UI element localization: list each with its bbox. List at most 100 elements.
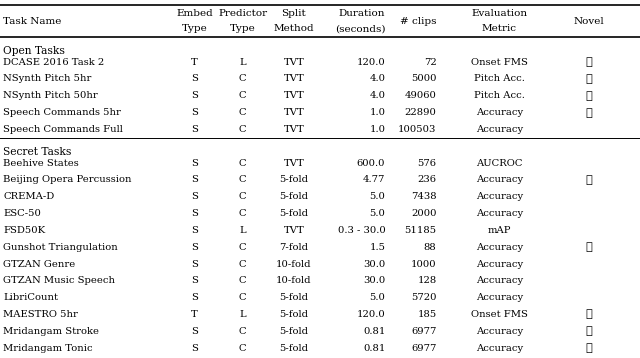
Text: Accuracy: Accuracy	[476, 108, 523, 117]
Text: Embed: Embed	[176, 9, 213, 18]
Text: Onset FMS: Onset FMS	[471, 310, 527, 319]
Text: S: S	[191, 327, 198, 336]
Text: S: S	[191, 175, 198, 184]
Text: Gunshot Triangulation: Gunshot Triangulation	[3, 243, 118, 252]
Text: C: C	[239, 159, 246, 168]
Text: LibriCount: LibriCount	[3, 293, 58, 302]
Text: Beehive States: Beehive States	[3, 159, 79, 168]
Text: Evaluation: Evaluation	[471, 9, 527, 18]
Text: 2000: 2000	[411, 209, 436, 218]
Text: C: C	[239, 243, 246, 252]
Text: L: L	[239, 58, 246, 67]
Text: Type: Type	[182, 24, 207, 34]
Text: S: S	[191, 108, 198, 117]
Text: MAESTRO 5hr: MAESTRO 5hr	[3, 310, 78, 319]
Text: C: C	[239, 327, 246, 336]
Text: C: C	[239, 209, 246, 218]
Text: 6977: 6977	[411, 344, 436, 353]
Text: FSD50K: FSD50K	[3, 226, 45, 235]
Text: 5-fold: 5-fold	[279, 310, 308, 319]
Text: S: S	[191, 344, 198, 353]
Text: 6977: 6977	[411, 327, 436, 336]
Text: 600.0: 600.0	[356, 159, 385, 168]
Text: Speech Commands Full: Speech Commands Full	[3, 125, 123, 134]
Text: 120.0: 120.0	[356, 58, 385, 67]
Text: Speech Commands 5hr: Speech Commands 5hr	[3, 108, 121, 117]
Text: Split: Split	[282, 9, 306, 18]
Text: ESC-50: ESC-50	[3, 209, 41, 218]
Text: 0.81: 0.81	[363, 327, 385, 336]
Text: 100503: 100503	[398, 125, 436, 134]
Text: 88: 88	[424, 243, 436, 252]
Text: Accuracy: Accuracy	[476, 209, 523, 218]
Text: Novel: Novel	[573, 16, 604, 26]
Text: Duration: Duration	[339, 9, 385, 18]
Text: 4.77: 4.77	[363, 175, 385, 184]
Text: C: C	[239, 91, 246, 100]
Text: S: S	[191, 74, 198, 83]
Text: 1.0: 1.0	[369, 125, 385, 134]
Text: Accuracy: Accuracy	[476, 243, 523, 252]
Text: 236: 236	[417, 175, 436, 184]
Text: 5-fold: 5-fold	[279, 293, 308, 302]
Text: S: S	[191, 293, 198, 302]
Text: C: C	[239, 125, 246, 134]
Text: ✓: ✓	[586, 310, 592, 319]
Text: 120.0: 120.0	[356, 310, 385, 319]
Text: 30.0: 30.0	[363, 276, 385, 285]
Text: Accuracy: Accuracy	[476, 327, 523, 336]
Text: C: C	[239, 276, 246, 285]
Text: (seconds): (seconds)	[335, 24, 385, 34]
Text: Accuracy: Accuracy	[476, 175, 523, 184]
Text: DCASE 2016 Task 2: DCASE 2016 Task 2	[3, 58, 104, 67]
Text: Accuracy: Accuracy	[476, 125, 523, 134]
Text: NSynth Pitch 50hr: NSynth Pitch 50hr	[3, 91, 98, 100]
Text: S: S	[191, 276, 198, 285]
Text: 4.0: 4.0	[369, 74, 385, 83]
Text: CREMA-D: CREMA-D	[3, 192, 54, 201]
Text: NSynth Pitch 5hr: NSynth Pitch 5hr	[3, 74, 92, 83]
Text: 51185: 51185	[404, 226, 436, 235]
Text: 5-fold: 5-fold	[279, 327, 308, 336]
Text: TVT: TVT	[284, 226, 304, 235]
Text: 5-fold: 5-fold	[279, 209, 308, 218]
Text: S: S	[191, 91, 198, 100]
Text: Mridangam Tonic: Mridangam Tonic	[3, 344, 93, 353]
Text: S: S	[191, 159, 198, 168]
Text: 7438: 7438	[411, 192, 436, 201]
Text: TVT: TVT	[284, 58, 304, 67]
Text: 5000: 5000	[411, 74, 436, 83]
Text: S: S	[191, 192, 198, 201]
Text: 1.5: 1.5	[369, 243, 385, 252]
Text: 185: 185	[417, 310, 436, 319]
Text: TVT: TVT	[284, 108, 304, 117]
Text: 5-fold: 5-fold	[279, 344, 308, 353]
Text: 1.0: 1.0	[369, 108, 385, 117]
Text: ✓: ✓	[586, 343, 592, 353]
Text: ✓: ✓	[586, 57, 592, 67]
Text: C: C	[239, 108, 246, 117]
Text: 5.0: 5.0	[369, 293, 385, 302]
Text: Onset FMS: Onset FMS	[471, 58, 527, 67]
Text: 576: 576	[417, 159, 436, 168]
Text: ✓: ✓	[586, 175, 592, 185]
Text: L: L	[239, 310, 246, 319]
Text: 1000: 1000	[411, 260, 436, 268]
Text: Secret Tasks: Secret Tasks	[3, 147, 72, 157]
Text: AUCROC: AUCROC	[476, 159, 522, 168]
Text: C: C	[239, 344, 246, 353]
Text: T: T	[191, 58, 198, 67]
Text: GTZAN Music Speech: GTZAN Music Speech	[3, 276, 115, 285]
Text: 128: 128	[417, 276, 436, 285]
Text: Mridangam Stroke: Mridangam Stroke	[3, 327, 99, 336]
Text: S: S	[191, 226, 198, 235]
Text: 4.0: 4.0	[369, 91, 385, 100]
Text: C: C	[239, 192, 246, 201]
Text: Predictor: Predictor	[218, 9, 267, 18]
Text: Accuracy: Accuracy	[476, 192, 523, 201]
Text: Accuracy: Accuracy	[476, 293, 523, 302]
Text: ✓: ✓	[586, 108, 592, 117]
Text: 72: 72	[424, 58, 436, 67]
Text: 10-fold: 10-fold	[276, 260, 312, 268]
Text: TVT: TVT	[284, 125, 304, 134]
